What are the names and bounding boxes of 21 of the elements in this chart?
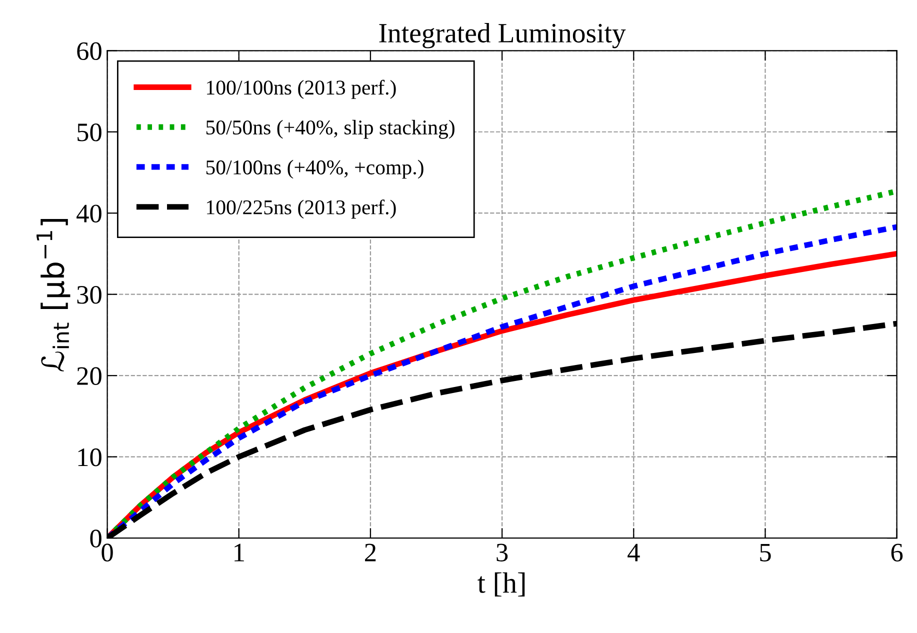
x-tick-label: 2 <box>365 544 376 562</box>
y-tick-label: 40 <box>76 204 102 223</box>
legend-label: 50/100ns (+40%, +comp.) <box>206 160 424 179</box>
x-tick-label: 6 <box>891 544 903 562</box>
x-tick-label: 1 <box>234 544 244 562</box>
x-tick-label: 0 <box>102 544 113 562</box>
y-tick-label: 20 <box>77 367 102 385</box>
x-tick-label: 4 <box>628 544 640 562</box>
y-tick-label: 10 <box>78 448 102 466</box>
y-tick-label: 30 <box>77 286 102 304</box>
legend-label: 100/225ns (2013 perf.) <box>207 200 396 219</box>
legend-label: 50/50ns (+40%, slip stacking) <box>206 120 454 139</box>
y-tick-label: 50 <box>78 123 102 142</box>
y-axis-title: ℒ$_{int}$ [μb$^{−1}$] <box>36 218 70 372</box>
x-tick-label: 5 <box>760 544 771 562</box>
x-axis-title: t [h] <box>478 572 525 597</box>
chart-title: Integrated Luminosity <box>379 23 626 48</box>
legend-label: 100/100ns (2013 perf.) <box>207 80 396 99</box>
y-tick-label: 0 <box>90 530 102 548</box>
x-tick-label: 3 <box>496 544 508 562</box>
y-tick-label: 60 <box>77 42 102 60</box>
